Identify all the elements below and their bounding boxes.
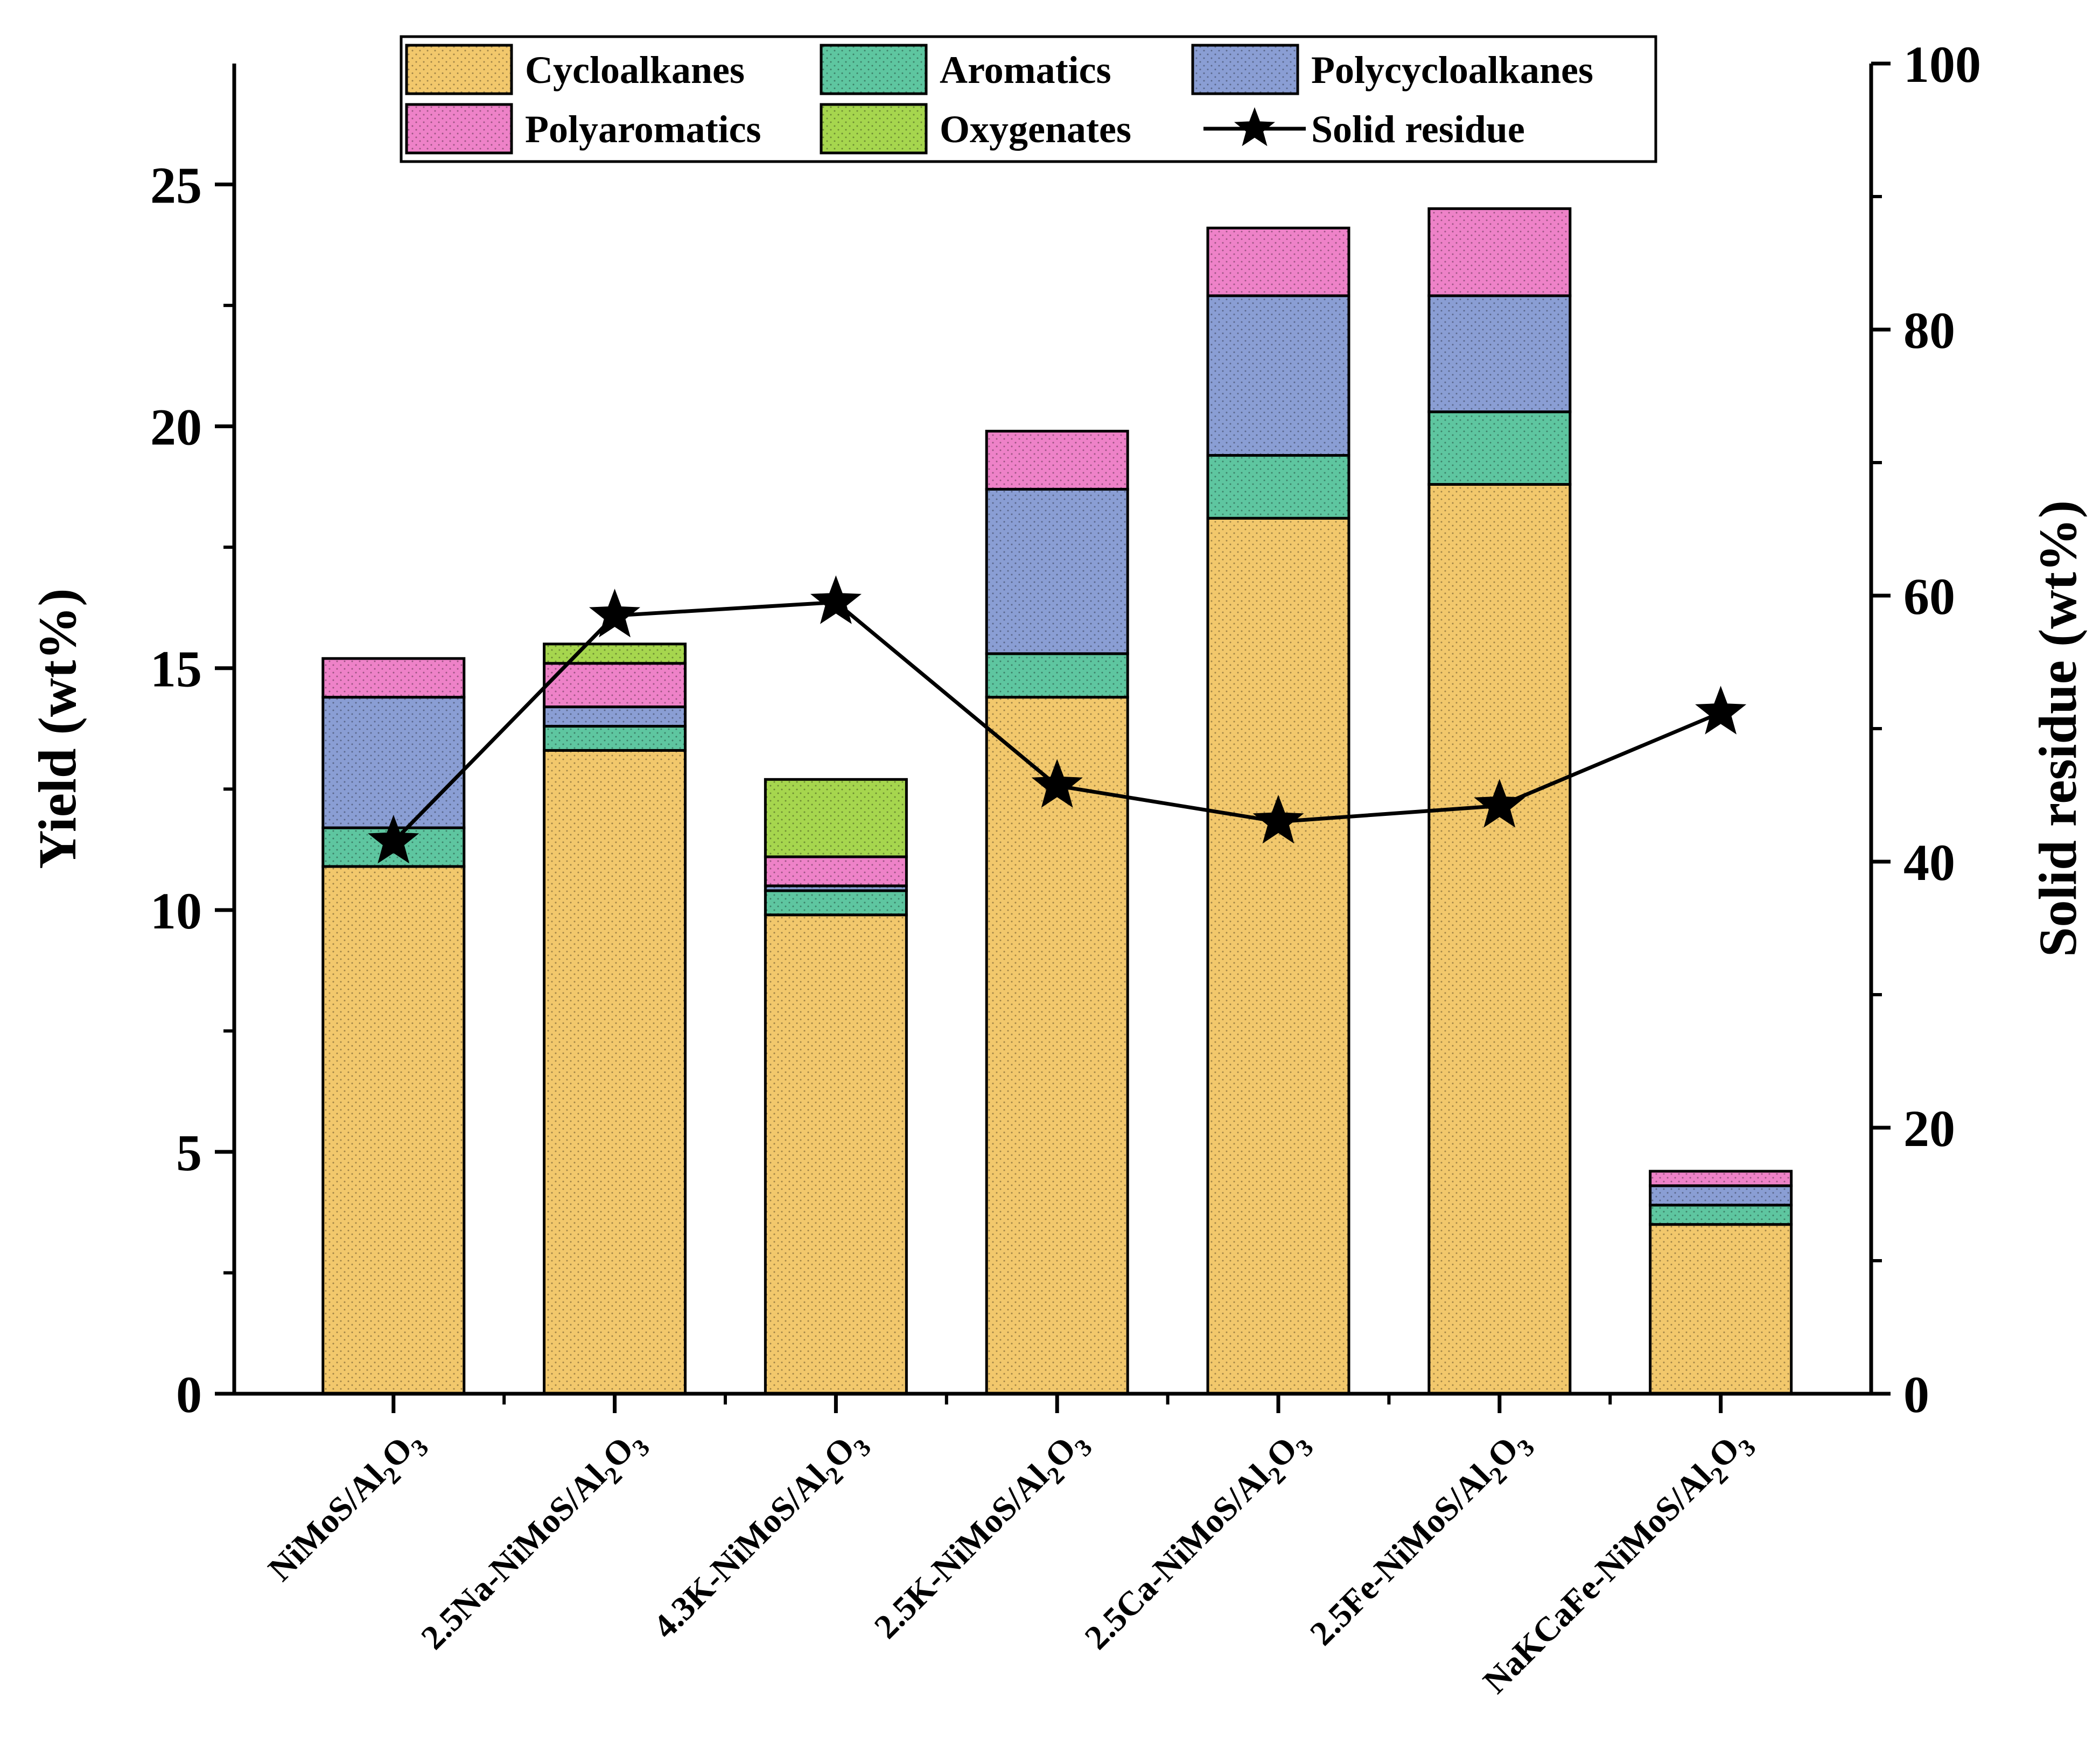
bar-texture-aromatics-5 <box>1429 411 1570 485</box>
x-tick-label-2: 4.3K-NiMoS/Al2O3 <box>646 1421 876 1651</box>
legend-swatch-texture-oxygenates <box>821 104 926 153</box>
bar-texture-polycycloalkanes-2 <box>765 885 907 891</box>
bar-texture-cycloalkanes-2 <box>765 914 907 1394</box>
right-tick-label-0: 0 <box>1903 1366 1929 1423</box>
solid-residue-point-3 <box>1031 759 1083 808</box>
bar-texture-aromatics-2 <box>765 890 907 915</box>
bar-texture-polycycloalkanes-4 <box>1208 296 1349 456</box>
bar-texture-polyaromatics-6 <box>1650 1171 1791 1186</box>
bar-texture-polycycloalkanes-1 <box>544 707 685 726</box>
x-tick-label-0: NiMoS/Al2O3 <box>261 1421 433 1594</box>
solid-residue-point-1 <box>589 589 641 638</box>
bar-texture-polycycloalkanes-6 <box>1650 1185 1791 1205</box>
y-axis-title: Yield (wt%) <box>27 588 87 869</box>
bar-texture-oxygenates-2 <box>765 779 907 857</box>
solid-residue-point-5 <box>1474 779 1525 828</box>
legend-label-polyaromatics: Polyaromatics <box>525 108 761 151</box>
x-tick-label-5: 2.5Fe-NiMoS/Al2O3 <box>1303 1421 1540 1658</box>
bar-texture-polyaromatics-4 <box>1208 228 1349 296</box>
solid-residue-point-2 <box>810 575 862 624</box>
bar-texture-aromatics-4 <box>1208 455 1349 519</box>
bar-texture-aromatics-1 <box>544 726 685 751</box>
left-tick-label-25: 25 <box>150 157 202 214</box>
solid-residue-point-4 <box>1252 794 1304 844</box>
legend-swatch-texture-cycloalkanes <box>407 45 512 94</box>
right-tick-label-60: 60 <box>1903 568 1955 625</box>
bar-texture-polycycloalkanes-5 <box>1429 296 1570 412</box>
bar-texture-polycycloalkanes-0 <box>323 697 464 828</box>
x-tick-label-part: NaKCaFe-NiMoS/Al <box>1475 1457 1719 1700</box>
x-tick-label-part: 2.5Na-NiMoS/Al <box>414 1457 613 1657</box>
legend-swatch-texture-polyaromatics <box>407 104 512 153</box>
x-tick-label-3: 2.5K-NiMoS/Al2O3 <box>867 1421 1097 1651</box>
bar-texture-cycloalkanes-0 <box>323 866 464 1394</box>
right-tick-label-40: 40 <box>1903 834 1955 891</box>
bar-texture-cycloalkanes-4 <box>1208 518 1349 1394</box>
legend: Cycloalkanes Aromatics Polycycloalkanes Pol… <box>400 35 1657 163</box>
bar-texture-cycloalkanes-5 <box>1429 484 1570 1394</box>
x-tick-label-part: 2.5K-NiMoS/Al <box>867 1457 1056 1646</box>
bar-texture-aromatics-6 <box>1650 1205 1791 1225</box>
legend-box <box>400 35 1657 163</box>
x-tick-label-part: 2.5Fe-NiMoS/Al <box>1303 1457 1498 1652</box>
bar-texture-cycloalkanes-6 <box>1650 1224 1791 1394</box>
bar-texture-cycloalkanes-3 <box>986 697 1128 1394</box>
bar-texture-aromatics-3 <box>986 653 1128 697</box>
bar-texture-polyaromatics-2 <box>765 857 907 886</box>
y-axis-right-title: Solid residue (wt%) <box>2028 500 2088 957</box>
legend-label-polycycloalkanes: Polycycloalkanes <box>1311 48 1593 92</box>
legend-label-cycloalkanes: Cycloalkanes <box>525 48 745 92</box>
legend-label-solid-residue: Solid residue <box>1311 108 1525 151</box>
bar-texture-oxygenates-1 <box>544 644 685 663</box>
bar-texture-polycycloalkanes-3 <box>986 489 1128 654</box>
bar-texture-polyaromatics-1 <box>544 663 685 707</box>
left-tick-label-20: 20 <box>150 399 202 456</box>
legend-label-oxygenates: Oxygenates <box>940 108 1131 151</box>
bar-texture-polyaromatics-5 <box>1429 208 1570 296</box>
left-tick-label-0: 0 <box>176 1366 202 1423</box>
right-tick-label-80: 80 <box>1903 302 1955 359</box>
legend-swatch-texture-polycycloalkanes <box>1193 45 1298 94</box>
x-tick-label-1: 2.5Na-NiMoS/Al2O3 <box>414 1421 655 1662</box>
x-tick-label-4: 2.5Ca-NiMoS/Al2O3 <box>1077 1421 1318 1662</box>
left-tick-label-15: 15 <box>150 640 202 698</box>
left-tick-label-10: 10 <box>150 882 202 940</box>
solid-residue-line-layer <box>368 575 1747 864</box>
x-tick-label-part: 2.5Ca-NiMoS/Al <box>1077 1457 1277 1657</box>
x-tick-label-part: NiMoS/Al <box>261 1457 392 1588</box>
solid-residue-point-0 <box>368 815 419 864</box>
bar-layer <box>321 207 1793 1395</box>
bar-texture-polyaromatics-3 <box>986 431 1128 490</box>
solid-residue-point-6 <box>1695 686 1747 735</box>
legend-label-aromatics: Aromatics <box>940 48 1111 92</box>
bar-texture-cycloalkanes-1 <box>544 750 685 1394</box>
bar-texture-polyaromatics-0 <box>323 658 464 697</box>
legend-swatch-texture-aromatics <box>821 45 926 94</box>
legend-star-solid-residue <box>1234 107 1275 146</box>
right-tick-label-20: 20 <box>1903 1100 1955 1157</box>
left-tick-label-5: 5 <box>176 1124 202 1182</box>
x-tick-label-part: 4.3K-NiMoS/Al <box>646 1457 835 1646</box>
right-tick-label-100: 100 <box>1903 36 1981 93</box>
